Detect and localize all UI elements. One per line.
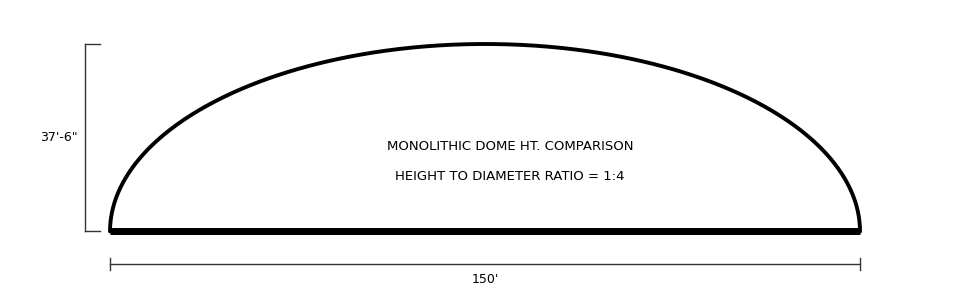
Text: MONOLITHIC DOME HT. COMPARISON: MONOLITHIC DOME HT. COMPARISON <box>387 140 634 153</box>
Text: HEIGHT TO DIAMETER RATIO = 1:4: HEIGHT TO DIAMETER RATIO = 1:4 <box>396 170 625 183</box>
Text: 150': 150' <box>471 273 498 286</box>
Text: 37'-6": 37'-6" <box>40 131 78 144</box>
